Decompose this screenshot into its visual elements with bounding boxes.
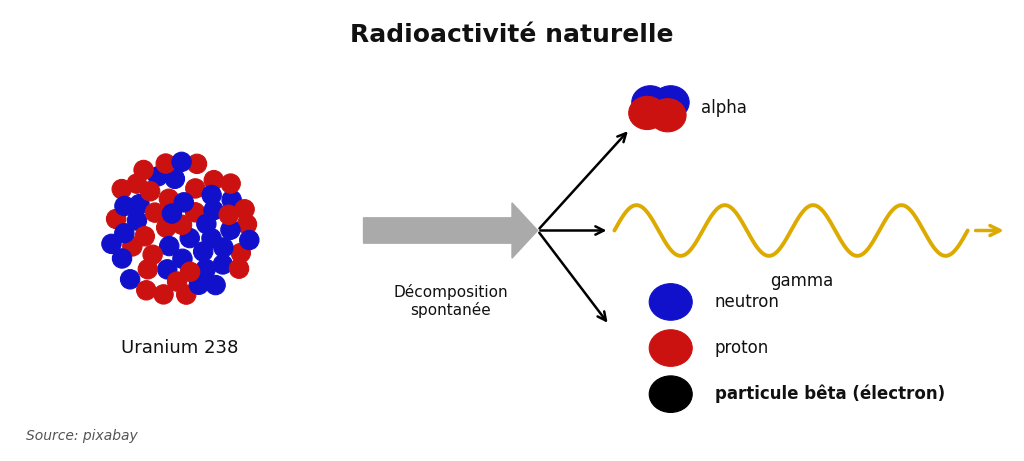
Ellipse shape [162, 204, 181, 223]
Ellipse shape [219, 205, 239, 225]
Ellipse shape [240, 230, 259, 250]
Ellipse shape [158, 260, 177, 279]
Ellipse shape [165, 169, 184, 189]
Ellipse shape [138, 260, 158, 279]
Ellipse shape [204, 201, 223, 220]
Ellipse shape [134, 160, 154, 180]
Text: particule bêta (électron): particule bêta (électron) [715, 385, 945, 403]
FancyArrow shape [364, 203, 538, 258]
Ellipse shape [159, 189, 178, 208]
Ellipse shape [185, 203, 205, 222]
Ellipse shape [130, 195, 150, 214]
Ellipse shape [113, 249, 132, 268]
Ellipse shape [649, 376, 692, 413]
Ellipse shape [127, 211, 146, 230]
Ellipse shape [143, 245, 163, 265]
Ellipse shape [187, 154, 207, 173]
Ellipse shape [140, 182, 160, 201]
Ellipse shape [632, 86, 669, 119]
Ellipse shape [115, 196, 134, 216]
Text: Source: pixabay: Source: pixabay [26, 429, 137, 443]
Ellipse shape [172, 215, 191, 235]
Ellipse shape [194, 242, 213, 261]
Ellipse shape [112, 179, 131, 199]
Ellipse shape [213, 255, 232, 274]
Ellipse shape [174, 193, 194, 212]
Ellipse shape [172, 152, 191, 171]
Ellipse shape [115, 224, 134, 243]
Ellipse shape [121, 270, 140, 289]
Ellipse shape [123, 236, 142, 256]
Ellipse shape [148, 167, 168, 186]
Text: Décomposition
spontanée: Décomposition spontanée [393, 284, 508, 318]
Ellipse shape [202, 185, 221, 205]
Ellipse shape [206, 275, 225, 295]
Ellipse shape [167, 272, 186, 291]
Ellipse shape [202, 229, 221, 248]
Ellipse shape [106, 209, 126, 229]
Ellipse shape [652, 86, 689, 119]
Text: proton: proton [715, 339, 769, 357]
Ellipse shape [238, 215, 257, 234]
Ellipse shape [173, 249, 193, 268]
Ellipse shape [176, 285, 196, 304]
Ellipse shape [629, 96, 666, 130]
Ellipse shape [214, 238, 233, 257]
Ellipse shape [231, 243, 251, 263]
Ellipse shape [204, 171, 223, 190]
Ellipse shape [649, 99, 686, 132]
Ellipse shape [185, 179, 205, 198]
Ellipse shape [154, 285, 173, 304]
Ellipse shape [156, 154, 175, 173]
Ellipse shape [157, 218, 176, 237]
Ellipse shape [180, 262, 200, 282]
Ellipse shape [145, 203, 165, 222]
Ellipse shape [127, 174, 146, 193]
Ellipse shape [229, 259, 249, 278]
Ellipse shape [649, 284, 692, 320]
Text: gamma: gamma [770, 272, 833, 290]
Text: alpha: alpha [701, 99, 748, 118]
Ellipse shape [180, 228, 200, 248]
Ellipse shape [189, 275, 209, 295]
Ellipse shape [222, 190, 242, 209]
Ellipse shape [234, 200, 254, 219]
Text: Radioactivité naturelle: Radioactivité naturelle [350, 23, 674, 47]
Ellipse shape [221, 174, 241, 193]
Ellipse shape [160, 236, 179, 256]
Ellipse shape [136, 281, 156, 300]
Ellipse shape [197, 259, 215, 278]
Text: Uranium 238: Uranium 238 [121, 339, 238, 357]
Ellipse shape [221, 220, 241, 239]
Ellipse shape [649, 330, 692, 366]
Text: neutron: neutron [715, 293, 779, 311]
Ellipse shape [197, 214, 216, 234]
Ellipse shape [135, 227, 155, 246]
Ellipse shape [101, 234, 121, 254]
